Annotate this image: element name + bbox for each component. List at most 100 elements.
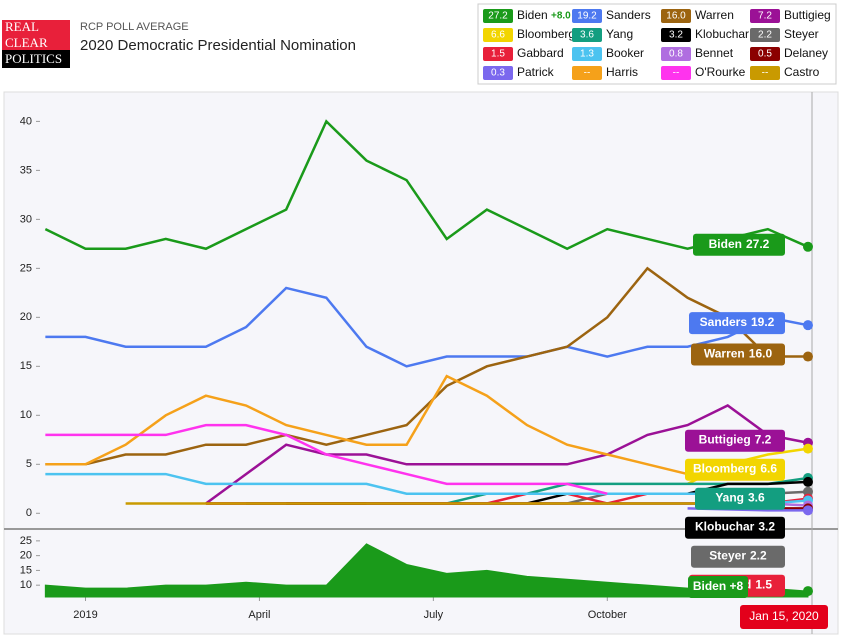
end-label: Buttigieg 7.2: [699, 433, 772, 447]
y2-tick-label: 15: [20, 564, 32, 576]
x-tick-label: 2019: [73, 609, 97, 621]
legend-name: Castro: [784, 65, 820, 79]
end-label-value: 2.2: [750, 549, 767, 563]
y2-tick-label: 10: [20, 579, 32, 591]
end-label: Yang 3.6: [715, 491, 765, 505]
chart-title: 2020 Democratic Presidential Nomination: [80, 37, 356, 54]
legend-name: Patrick: [517, 65, 555, 79]
end-label: Biden 27.2: [709, 237, 770, 251]
end-dot: [802, 486, 813, 497]
legend-swatch: [661, 9, 691, 23]
legend-value: --: [673, 68, 680, 79]
x-tick-label: October: [588, 609, 627, 621]
legend-swatch: [750, 66, 780, 80]
end-label-box: [685, 429, 785, 452]
legend-swatch: [572, 9, 602, 23]
y-tick-label: 30: [20, 213, 32, 225]
legend-name: Delaney: [784, 46, 828, 60]
series-line: [45, 423, 608, 495]
end-label-name: Klobuchar: [695, 520, 755, 534]
end-label-box: [689, 312, 785, 335]
y2-tick-label: 25: [20, 535, 32, 547]
end-dot: [802, 476, 813, 487]
legend-name: Booker: [606, 46, 644, 60]
end-label-box: [691, 343, 785, 366]
legend-swatch: [483, 66, 513, 80]
legend-name: Biden: [517, 8, 548, 22]
legend-value: 0.3: [491, 68, 505, 79]
legend-name: Klobuchar: [695, 27, 749, 41]
end-label-name: Warren: [704, 347, 745, 361]
end-label: Steyer 2.2: [709, 549, 767, 563]
end-label-name: Bloomberg: [693, 462, 756, 476]
legend-swatch: [661, 47, 691, 61]
end-label-value: 3.2: [758, 520, 775, 534]
logo-text: POLITICS: [5, 51, 62, 66]
legend-name: Bloomberg: [517, 27, 575, 41]
kicker: RCP POLL AVERAGE: [80, 21, 189, 33]
legend-name: Buttigieg: [784, 8, 831, 22]
legend-name: Gabbard: [517, 46, 564, 60]
legend-swatch: [483, 28, 513, 42]
legend-swatch: [750, 9, 780, 23]
y-tick-label: 0: [26, 507, 32, 519]
legend-value: 27.2: [488, 11, 508, 22]
legend-swatch: [661, 28, 691, 42]
y-tick-label: 35: [20, 164, 32, 176]
end-label: Warren 16.0: [704, 347, 773, 361]
y-tick-label: 15: [20, 360, 32, 372]
series-line: [44, 119, 809, 251]
legend-value: 3.6: [580, 30, 594, 41]
legend-name: O'Rourke: [695, 65, 746, 79]
date-box: [740, 605, 828, 629]
end-dot: [802, 320, 813, 331]
legend-name: Bennet: [695, 46, 734, 60]
legend-value: 1.3: [580, 49, 594, 60]
series-line: [45, 472, 809, 505]
end-label-box: [695, 487, 785, 510]
legend-value: 6.6: [491, 30, 505, 41]
end-label-box: [685, 458, 785, 481]
date-label: Jan 15, 2020: [749, 609, 819, 623]
legend-swatch: [483, 47, 513, 61]
series-line: [205, 404, 809, 505]
end-label-name: Yang: [715, 491, 744, 505]
end-dot: [802, 351, 813, 362]
logo-band: [2, 20, 70, 50]
end-label-value: 7.2: [755, 433, 772, 447]
end-label-name: Sanders: [700, 315, 748, 329]
legend-swatch: [661, 66, 691, 80]
spread-end-dot: [802, 586, 813, 597]
end-label-value: 6.6: [760, 462, 777, 476]
x-tick-label: July: [424, 609, 444, 621]
end-label: Klobuchar 3.2: [695, 520, 775, 534]
end-label-name: Biden: [709, 237, 742, 251]
y-tick-label: 40: [20, 115, 32, 127]
y-tick-label: 25: [20, 262, 32, 274]
legend-spread: +8.0: [551, 11, 571, 22]
legend-value: 3.2: [669, 30, 683, 41]
series-line: [45, 266, 808, 466]
x-tick-label: April: [248, 609, 270, 621]
legend-value: --: [762, 68, 769, 79]
end-dot: [802, 505, 813, 516]
end-label-name: Buttigieg: [699, 433, 751, 447]
end-label-value: 16.0: [749, 347, 773, 361]
spread-label-box: [688, 576, 748, 598]
legend-value: 19.2: [577, 11, 597, 22]
legend-swatch: [572, 28, 602, 42]
series-line: [45, 374, 688, 476]
end-label-box: [693, 233, 785, 256]
end-label-box: [685, 516, 785, 539]
end-label-value: 1.5: [755, 578, 772, 592]
legend-value: 16.0: [666, 11, 686, 22]
legend-name: Harris: [606, 65, 638, 79]
legend-swatch: [483, 9, 513, 23]
y2-tick-label: 20: [20, 550, 32, 562]
logo-text: REAL: [5, 19, 39, 34]
legend-name: Yang: [606, 27, 633, 41]
legend-value: --: [584, 68, 591, 79]
legend-swatch: [572, 47, 602, 61]
spread-label: Biden +8: [693, 579, 744, 593]
